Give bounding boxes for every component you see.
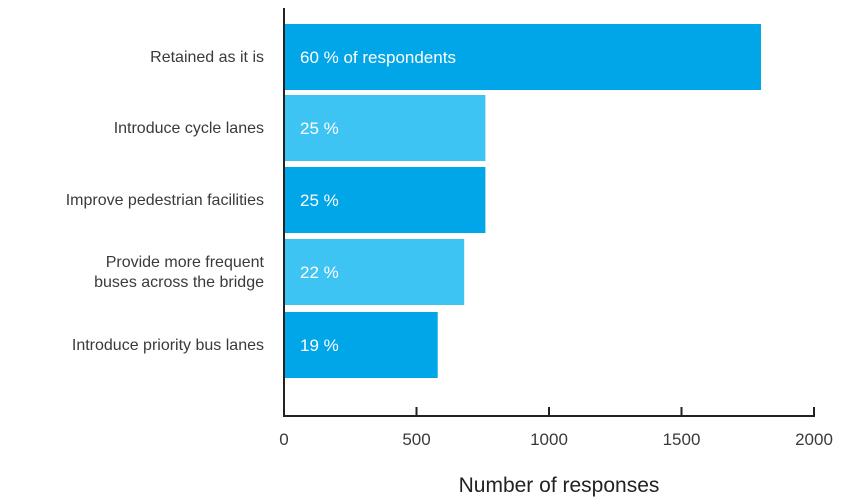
x-tick-label-4: 1500 [663,430,701,449]
x-tick-label-1: 0 [279,430,288,449]
category-label-1: Retained as it is [150,49,264,66]
category-label-3: Improve pedestrian facilities [66,192,264,209]
x-tick-label-3: 1000 [530,430,568,449]
data-label-3: 25 % [300,191,339,210]
x-ticks-group: 0 500 1000 1500 2000 [279,407,833,449]
data-label-5: 19 % [300,336,339,355]
bar-1 [284,24,761,90]
bar-3 [284,167,486,233]
bar-5 [284,312,438,378]
category-label-5: Introduce priority bus lanes [72,337,264,354]
data-label-4: 22 % [300,263,339,282]
category-label-4: Provide more frequent buses across the br… [94,254,264,291]
category-label-2: Introduce cycle lanes [114,120,264,137]
bar-2 [284,95,486,161]
bars-group [284,24,761,378]
data-label-1: 60 % of respondents [300,48,456,67]
x-tick-label-5: 2000 [795,430,833,449]
x-tick-label-2: 500 [402,430,430,449]
category-labels-group: Retained as it is Introduce cycle lanes Im… [66,49,265,354]
bar-4 [284,239,465,305]
x-axis-title: Number of responses [459,474,660,497]
data-labels-group: 60 % of respondents 25 % 25 % 22 % 19 % [300,48,456,355]
data-label-2: 25 % [300,119,339,138]
